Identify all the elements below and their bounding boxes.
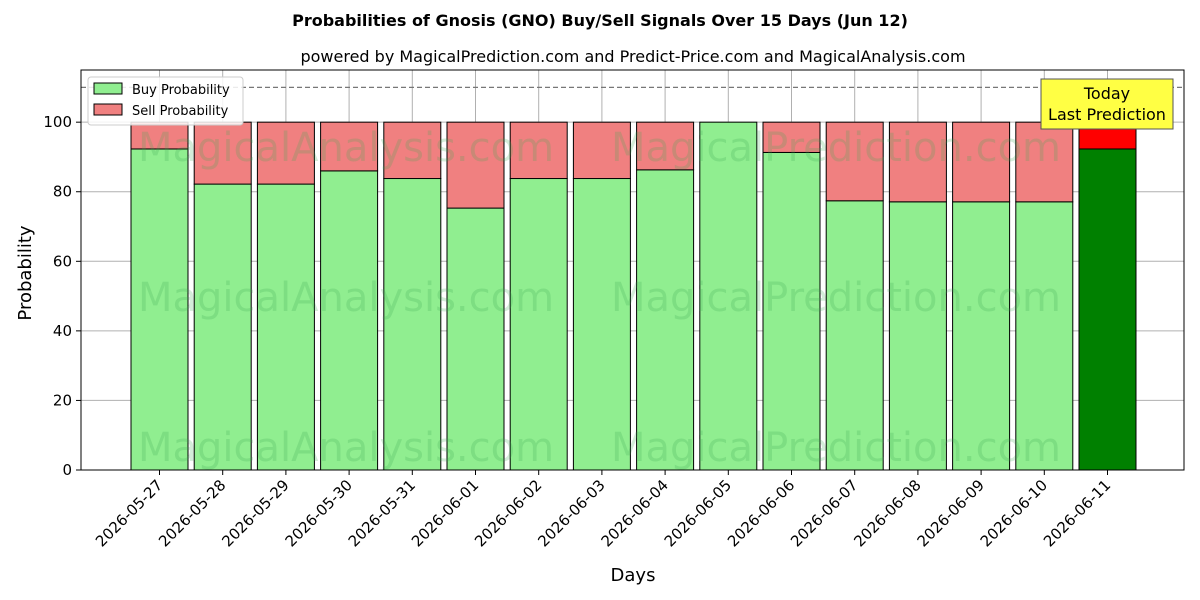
y-tick-label: 60 bbox=[53, 252, 72, 270]
bar-buy bbox=[572, 178, 631, 471]
x-tick-label: 2026-06-09 bbox=[914, 476, 988, 550]
x-tick-label: 2026-06-08 bbox=[850, 476, 924, 550]
y-tick-label: 20 bbox=[53, 391, 72, 409]
bar-sell bbox=[572, 121, 631, 180]
bar-buy bbox=[383, 178, 442, 471]
legend-swatch-buy bbox=[93, 82, 123, 95]
bar-sell bbox=[636, 121, 695, 171]
today-annotation-box bbox=[1040, 78, 1174, 130]
y-tick-label: 80 bbox=[53, 183, 72, 201]
x-tick-label: 2026-06-03 bbox=[534, 476, 608, 550]
bar-buy bbox=[509, 178, 568, 471]
bar-buy bbox=[762, 151, 821, 471]
bar-buy bbox=[320, 170, 379, 471]
x-tick-label: 2026-05-31 bbox=[345, 476, 419, 550]
x-tick-label: 2026-06-11 bbox=[1040, 476, 1114, 550]
bar-sell bbox=[888, 121, 947, 203]
legend-swatch-sell bbox=[93, 103, 123, 116]
watermark-text: MagicalAnalysis.com bbox=[138, 125, 554, 171]
today-annotation-line2: Last Prediction bbox=[1048, 105, 1166, 124]
bar-buy bbox=[825, 200, 884, 471]
bar-sell bbox=[825, 121, 884, 202]
plot-frame bbox=[80, 69, 1185, 471]
bar-buy bbox=[636, 169, 695, 471]
bar-buy bbox=[256, 183, 315, 471]
chart-title: Probabilities of Gnosis (GNO) Buy/Sell S… bbox=[292, 11, 908, 30]
bar-buy bbox=[699, 121, 758, 471]
x-tick-label: 2026-05-27 bbox=[92, 476, 166, 550]
bar-sell bbox=[256, 121, 315, 185]
chart-subtitle: powered by MagicalPrediction.com and Pre… bbox=[300, 47, 965, 66]
x-tick-label: 2026-06-06 bbox=[724, 476, 798, 550]
x-tick-label: 2026-06-02 bbox=[471, 476, 545, 550]
y-tick-label: 40 bbox=[53, 322, 72, 340]
bar-buy bbox=[193, 183, 252, 471]
x-tick-label: 2026-05-30 bbox=[282, 476, 356, 550]
bar-sell bbox=[320, 121, 379, 172]
bar-sell bbox=[762, 121, 821, 153]
bar-buy bbox=[446, 207, 505, 471]
watermarks: MagicalAnalysis.com MagicalPrediction.com… bbox=[138, 125, 1061, 471]
bar-buy bbox=[952, 201, 1011, 471]
watermark-text: MagicalAnalysis.com bbox=[138, 275, 554, 321]
x-tick-label: 2026-06-05 bbox=[661, 476, 735, 550]
bar-buy bbox=[1078, 148, 1137, 471]
y-tick-label: 100 bbox=[43, 113, 72, 131]
today-annotation: Today Last Prediction bbox=[1040, 78, 1174, 130]
watermark-text: MagicalPrediction.com bbox=[611, 275, 1061, 321]
bars bbox=[130, 121, 1137, 471]
x-tick-label: 2026-06-07 bbox=[787, 476, 861, 550]
y-axis-label: Probability bbox=[15, 225, 36, 320]
x-tick-label: 2026-06-04 bbox=[598, 476, 672, 550]
x-tick-label: 2026-06-01 bbox=[408, 476, 482, 550]
x-tick-label: 2026-05-29 bbox=[218, 476, 292, 550]
y-tick-label: 0 bbox=[62, 461, 72, 479]
bar-sell bbox=[509, 121, 568, 180]
bar-sell bbox=[383, 121, 442, 180]
bar-buy bbox=[888, 201, 947, 471]
bar-buy bbox=[1015, 201, 1074, 471]
legend: Buy Probability Sell Probability bbox=[87, 76, 244, 126]
legend-label-buy: Buy Probability bbox=[132, 83, 230, 98]
x-tick-label: 2026-05-28 bbox=[155, 476, 229, 550]
watermark-text: MagicalPrediction.com bbox=[611, 125, 1061, 171]
legend-label-sell: Sell Probability bbox=[132, 104, 229, 119]
legend-frame bbox=[87, 76, 244, 126]
x-tick-label: 2026-06-10 bbox=[977, 476, 1051, 550]
bar-sell bbox=[952, 121, 1011, 203]
bar-sell bbox=[446, 121, 505, 209]
x-axis-label: Days bbox=[611, 565, 656, 586]
watermark-text: MagicalAnalysis.com bbox=[138, 425, 554, 471]
watermark-text: MagicalPrediction.com bbox=[611, 425, 1061, 471]
today-annotation-line1: Today bbox=[1083, 84, 1130, 103]
